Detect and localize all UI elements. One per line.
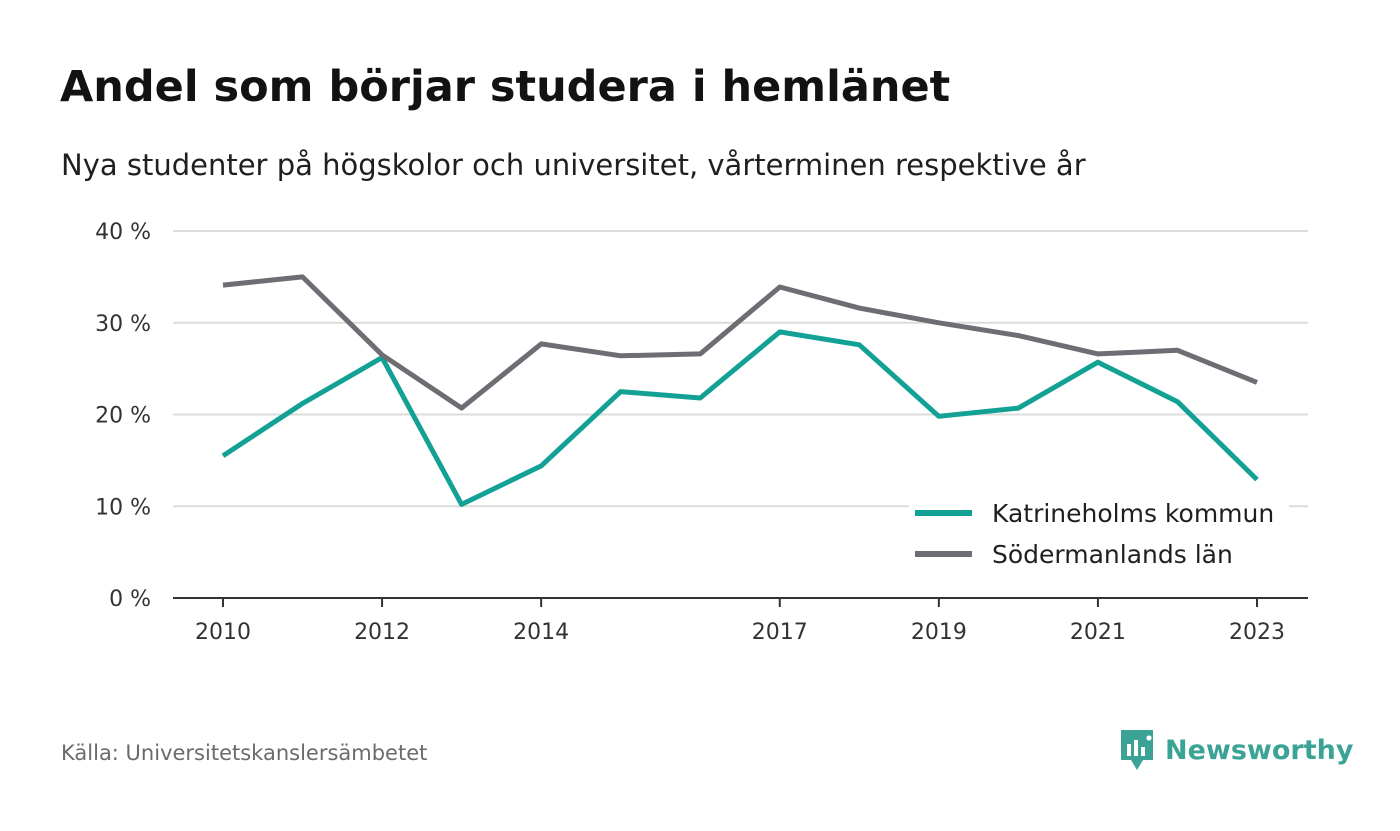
x-tick-label: 2021 (1070, 620, 1126, 645)
series-line-sodermanland (222, 274, 1258, 411)
x-axis: 2010 2012 2014 2017 2019 2021 2023 (173, 597, 1308, 645)
legend-label: Södermanlands län (992, 540, 1233, 569)
brand-name: Newsworthy (1165, 734, 1354, 766)
x-tick-label: 2019 (911, 620, 967, 645)
x-tick-label: 2010 (195, 620, 251, 645)
legend-label: Katrineholms kommun (992, 499, 1274, 528)
x-tick-label: 2017 (752, 620, 808, 645)
line-chart: 0 % 10 % 20 % 30 % 40 % 2010 2012 2014 2017 2019… (95, 220, 1308, 645)
chart-subtitle: Nya studenter på högskolor och universit… (61, 148, 1086, 182)
y-axis-tick-labels: 0 % 10 % 20 % 30 % 40 % (95, 220, 151, 612)
x-tick-label: 2014 (513, 620, 569, 645)
x-tick-label: 2023 (1229, 620, 1285, 645)
source-note: Källa: Universitetskanslersämbetet (61, 741, 428, 765)
series-line-katrineholm (221, 329, 1259, 507)
legend-background (909, 522, 1289, 562)
legend: Katrineholms kommun Södermanlands län (909, 481, 1289, 569)
series-lines (221, 274, 1259, 507)
y-tick-label: 30 % (95, 312, 151, 337)
legend-background (909, 481, 1289, 521)
newsworthy-logo-icon (1121, 730, 1153, 770)
y-tick-label: 40 % (95, 220, 151, 245)
y-tick-label: 10 % (95, 495, 151, 520)
y-tick-label: 20 % (95, 404, 151, 429)
chart-title: Andel som börjar studera i hemlänet (60, 62, 951, 112)
gridlines (173, 230, 1308, 508)
x-tick-label: 2012 (354, 620, 410, 645)
newsworthy-logo: Newsworthy (1119, 728, 1353, 772)
y-tick-label: 0 % (109, 587, 151, 612)
